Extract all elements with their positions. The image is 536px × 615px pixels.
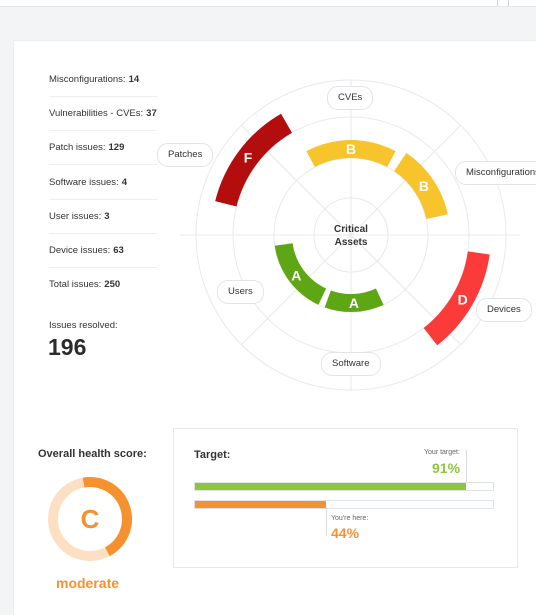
category-pill-misconfigurations[interactable]: Misconfigurations: [455, 161, 536, 185]
segment-software[interactable]: [324, 288, 384, 312]
segment-grade: D: [458, 292, 468, 308]
stat-value: 129: [108, 141, 125, 153]
segment-grade: A: [291, 267, 301, 283]
segment-grade: F: [244, 149, 253, 165]
current-bar-fill: [195, 501, 327, 508]
center-label-line2: Assets: [335, 237, 368, 248]
target-panel: [173, 428, 518, 568]
current-marker: [326, 508, 327, 536]
category-pill-patches[interactable]: Patches: [157, 143, 214, 167]
stat-value: 37: [146, 107, 157, 119]
stat-label: User issues:: [49, 210, 102, 222]
stat-device-issues: Device issues: 63: [49, 233, 157, 268]
current-bar: [194, 500, 494, 509]
stat-value: 3: [104, 210, 110, 222]
stat-value: 63: [113, 244, 124, 256]
category-pill-devices[interactable]: Devices: [476, 298, 532, 322]
your-target-label: Your target:: [424, 449, 460, 456]
segment-grade: B: [419, 178, 429, 194]
center-label-line1: Critical: [334, 224, 368, 235]
your-target-value: 91%: [432, 460, 461, 476]
segment-patches[interactable]: [215, 113, 292, 207]
segment-grade: A: [349, 295, 359, 311]
target-bar-fill: [195, 483, 467, 490]
stat-label: Vulnerabilities - CVEs:: [49, 107, 144, 119]
segment-cves[interactable]: [306, 140, 396, 168]
current-value: 44%: [331, 525, 360, 541]
stat-value: 4: [121, 176, 127, 188]
stat-label: Total issues:: [49, 278, 102, 290]
stat-label: Patch issues:: [49, 141, 106, 153]
stat-patch-issues: Patch issues: 129: [49, 130, 157, 165]
stat-label: Device issues:: [49, 244, 111, 256]
stat-total-issues: Total issues: 250: [49, 267, 157, 301]
stat-software-issues: Software issues: 4: [49, 165, 157, 200]
target-bar: [194, 482, 494, 491]
health-ring-fill: [82, 477, 132, 557]
stat-value: 14: [128, 73, 140, 85]
stat-misconfigurations: Misconfigurations: 14: [49, 62, 157, 97]
stat-label: Misconfigurations:: [49, 73, 126, 85]
current-label: You're here:: [331, 515, 369, 522]
target-title: Target:: [194, 449, 231, 461]
target-marker: [466, 450, 467, 482]
issues-resolved-value: 196: [48, 334, 87, 360]
health-score-title: Overall health score:: [38, 448, 147, 460]
health-status: moderate: [56, 575, 120, 591]
top-bar-divider: [508, 0, 509, 6]
top-bar-divider: [497, 0, 498, 6]
category-pill-software[interactable]: Software: [321, 352, 381, 376]
issues-resolved-label: Issues resolved:: [49, 320, 118, 331]
top-bar: [0, 0, 536, 7]
radar-grid: [180, 79, 520, 391]
health-grade: C: [81, 504, 100, 534]
category-pill-cves[interactable]: CVEs: [327, 86, 374, 110]
stat-value: 250: [104, 278, 121, 290]
category-pill-users[interactable]: Users: [217, 280, 264, 304]
segment-misconfigurations[interactable]: [394, 152, 448, 219]
stat-label: Software issues:: [49, 176, 119, 188]
stat-user-issues: User issues: 3: [49, 199, 157, 234]
stat-vulnerabilities: Vulnerabilities - CVEs: 37: [49, 96, 157, 131]
segment-users[interactable]: [274, 243, 327, 305]
segment-devices[interactable]: [423, 251, 490, 346]
segment-grade: B: [346, 141, 356, 157]
